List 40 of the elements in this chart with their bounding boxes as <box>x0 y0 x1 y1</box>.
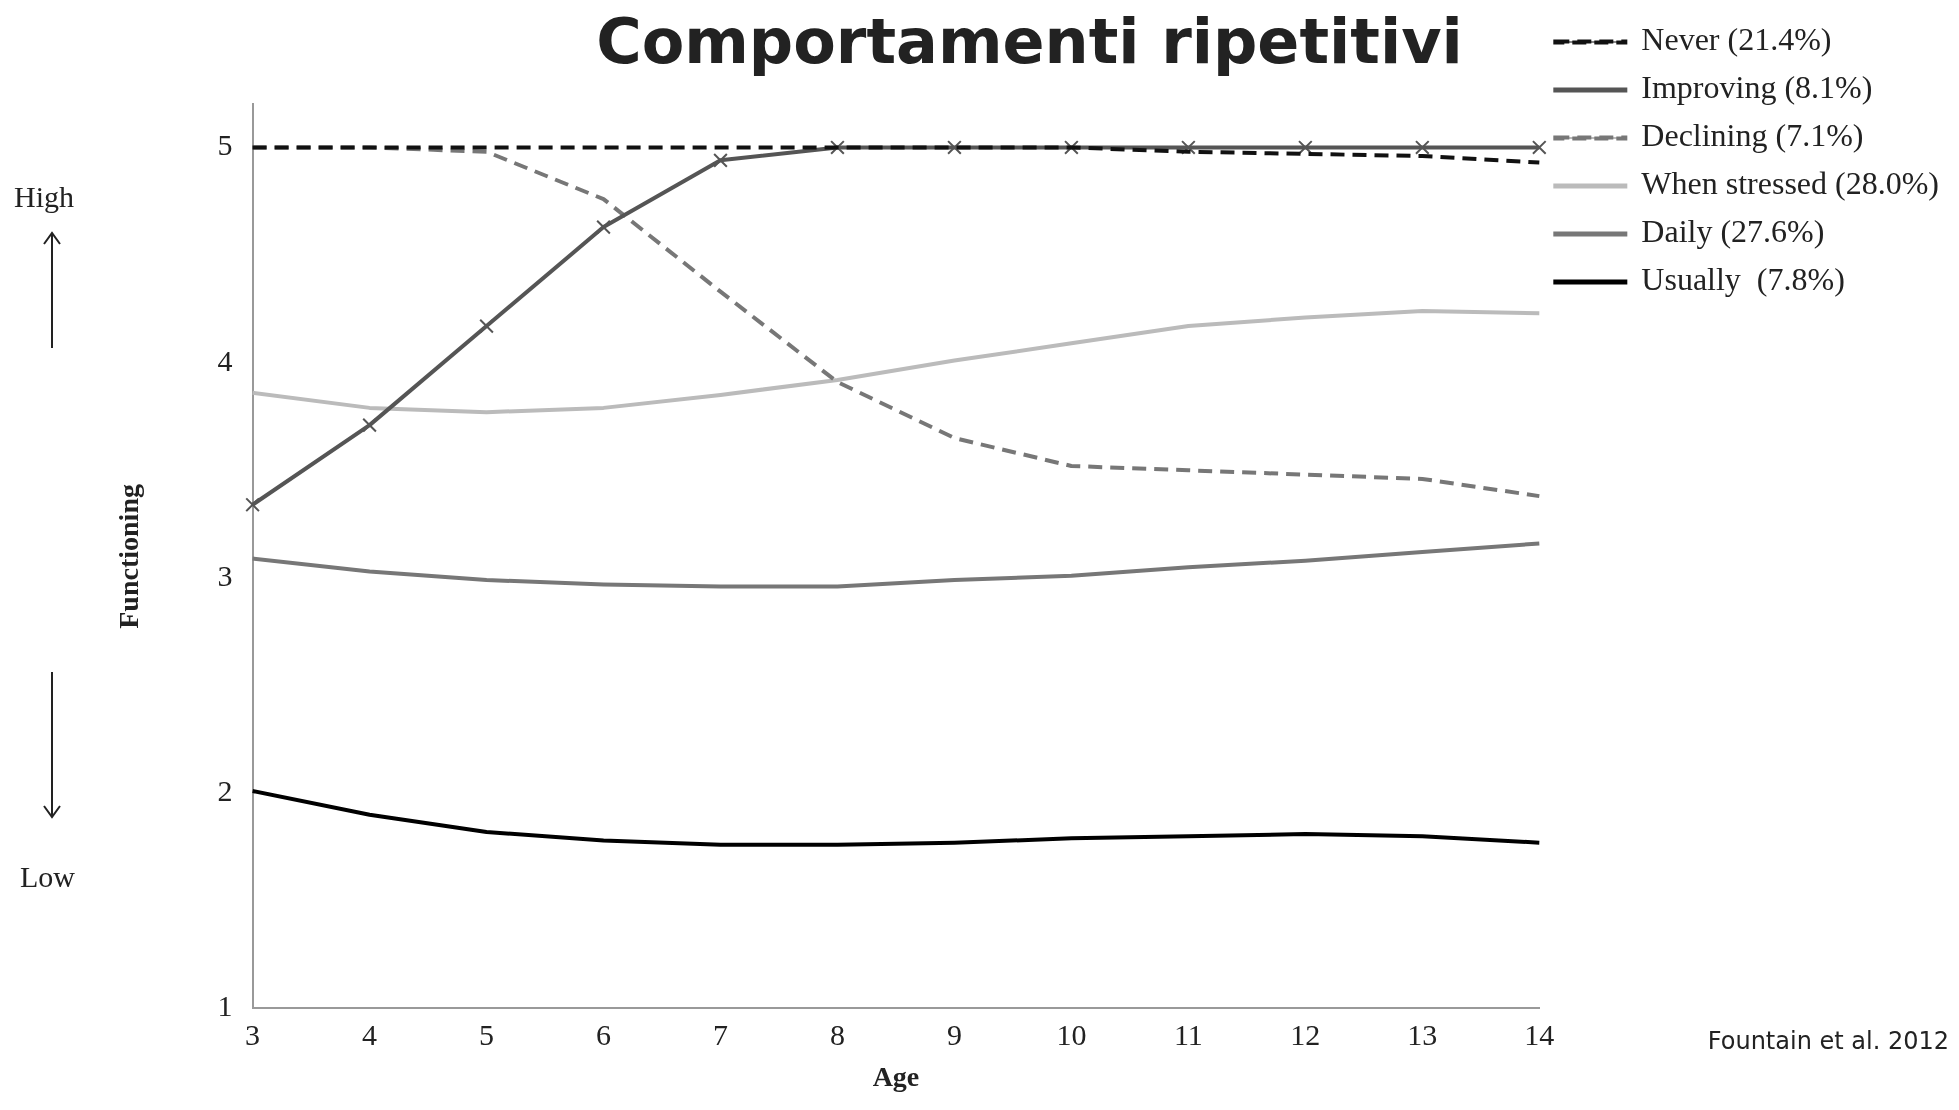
x-tick-label: 6 <box>596 1018 612 1052</box>
text: Fountain et al. 2012 <box>1707 1027 1949 1055</box>
point <box>1531 140 1547 155</box>
x-tick-label: 8 <box>829 1018 845 1052</box>
x-tick-label: 14 <box>1524 1018 1555 1052</box>
legend-label: Declining (7.1%) <box>1641 117 1864 154</box>
x-tick-label: 4 <box>362 1018 378 1052</box>
x-tick-label: 11 <box>1173 1018 1203 1052</box>
point <box>245 497 260 513</box>
legend-label: Daily (27.6%) <box>1641 213 1825 250</box>
chart-title: Comportamenti ripetitivi <box>596 5 1463 79</box>
x-tick-label: 9 <box>946 1018 962 1052</box>
x-tick-label: 5 <box>479 1018 495 1052</box>
y-tick-label: 3 <box>217 558 233 592</box>
legend-label: When stressed (28.0%) <box>1641 165 1939 202</box>
x-tick-label: 7 <box>713 1018 728 1052</box>
y-tick-label: 2 <box>217 774 233 808</box>
y-tick-label: 4 <box>217 343 233 377</box>
point <box>947 140 962 155</box>
text: Low <box>20 860 75 894</box>
y-axis-title: Functioning <box>113 484 145 629</box>
legend-label: Never (21.4%) <box>1641 21 1832 58</box>
point <box>830 140 845 155</box>
x-axis-title: Age <box>872 1061 920 1093</box>
point <box>1414 140 1430 155</box>
y-tick-label: 1 <box>217 989 233 1023</box>
point <box>1181 140 1196 155</box>
x-tick-label: 13 <box>1407 1018 1438 1052</box>
point <box>1298 140 1313 155</box>
line-series <box>250 145 1542 165</box>
point <box>1064 140 1079 155</box>
point <box>596 219 611 235</box>
x-tick-label: 3 <box>245 1018 261 1052</box>
x-tick-label: 10 <box>1056 1018 1087 1052</box>
y-tick-label: 5 <box>217 128 233 162</box>
x-tick-label: 12 <box>1290 1018 1321 1052</box>
point <box>713 153 728 168</box>
text: High <box>14 180 74 214</box>
legend-label: Usually (7.8%) <box>1641 261 1845 298</box>
legend-label: Improving (8.1%) <box>1641 69 1873 106</box>
